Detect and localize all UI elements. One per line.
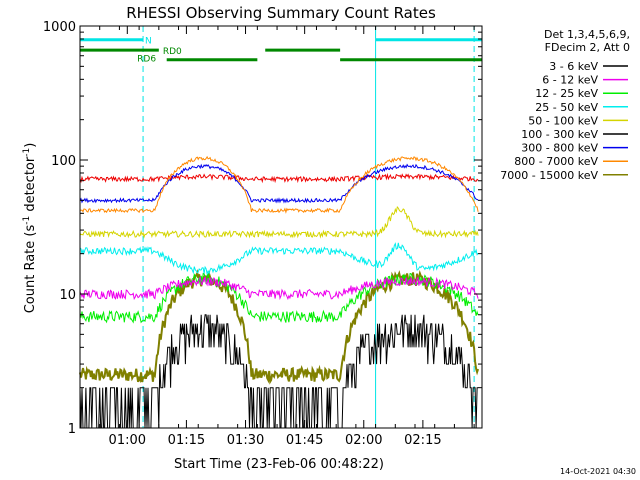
- y-axis-label-mid: detector: [23, 156, 38, 216]
- legend-label-5: 100 - 300 keV: [521, 128, 598, 141]
- y-tick-label-0: 1: [68, 422, 76, 437]
- flag-rd0-label: RD0: [163, 47, 182, 57]
- legend-label-3: 25 - 50 keV: [535, 101, 598, 114]
- chart-title: RHESSI Observing Summary Count Rates: [126, 4, 436, 22]
- y-tick-label-1: 10: [59, 288, 76, 303]
- legend-header-line-1: Det 1,3,4,5,6,9,: [544, 28, 630, 41]
- series-line-9: [79, 172, 479, 184]
- legend-header-line-2: FDecim 2, Att 0: [545, 41, 630, 54]
- y-axis-label: Count Rate (s-1 detector-1): [22, 143, 38, 314]
- series-line-7: [79, 155, 479, 214]
- legend: Det 1,3,4,5,6,9, FDecim 2, Att 0 3 - 6 k…: [500, 28, 630, 182]
- y-axis-label-end: ): [23, 143, 38, 148]
- legend-label-7: 800 - 7000 keV: [514, 155, 598, 168]
- legend-label-8: 7000 - 15000 keV: [500, 169, 598, 182]
- legend-label-0: 3 - 6 keV: [549, 60, 598, 73]
- legend-label-1: 6 - 12 keV: [542, 74, 598, 87]
- series-line-6: [79, 163, 479, 204]
- legend-label-6: 300 - 800 keV: [521, 142, 598, 155]
- x-tick-label-5: 02:15: [404, 433, 441, 448]
- series-line-3: [79, 242, 479, 276]
- y-tick-label-3: 1000: [43, 20, 76, 35]
- x-tick-label-2: 01:30: [227, 433, 264, 448]
- series-line-4: [79, 205, 479, 239]
- legend-label-2: 12 - 25 keV: [535, 87, 598, 100]
- legend-label-4: 50 - 100 keV: [528, 114, 598, 127]
- plot-area: N RD0 RD6: [79, 26, 482, 429]
- x-tick-label-3: 01:45: [286, 433, 323, 448]
- series-line-0: [79, 314, 479, 429]
- plot-frame: [79, 25, 483, 429]
- x-axis-label: Start Time (23-Feb-06 00:48:22): [174, 457, 384, 472]
- axes: 1 10 100 1000 01:00 01:15 01:30 01:45 02:00 02:15: [43, 20, 482, 448]
- x-tick-label-4: 02:00: [345, 433, 382, 448]
- series-line-2: [79, 272, 479, 324]
- x-tick-label-1: 01:15: [168, 433, 205, 448]
- series-line-1: [79, 276, 479, 301]
- plot-timestamp: 14-Oct-2021 04:30: [560, 467, 636, 476]
- y-axis-label-sup2: -1: [22, 148, 32, 157]
- series-line-8: [79, 269, 480, 385]
- x-tick-label-0: 01:00: [109, 433, 146, 448]
- flag-n-label: N: [145, 37, 152, 47]
- flag-rd6-label: RD6: [137, 55, 156, 65]
- y-axis-label-sup1: -1: [22, 216, 32, 225]
- y-axis-label-main: Count Rate (s: [23, 225, 38, 314]
- y-tick-label-2: 100: [51, 154, 76, 169]
